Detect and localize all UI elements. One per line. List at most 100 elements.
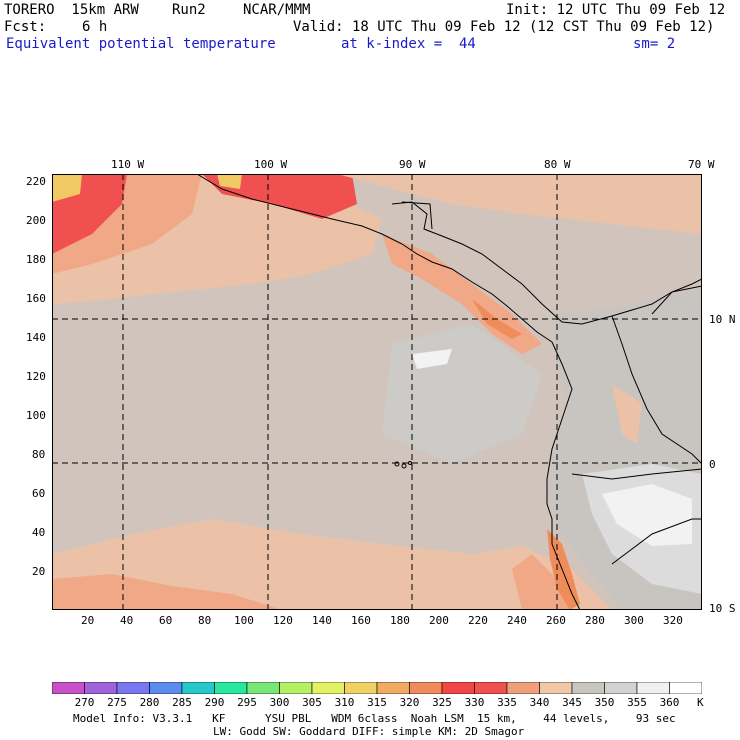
valid-time: Valid: 18 UTC Thu 09 Feb 12 (12 CST Thu … — [293, 19, 715, 35]
coastline-caribbean — [391, 201, 702, 325]
field-peru-coast-strong — [547, 529, 580, 610]
y-tick: 140 — [26, 331, 46, 344]
border-colombia-venezuela — [611, 315, 702, 465]
colorbar-tick-label: 335 — [497, 696, 517, 709]
colorbar-swatch — [441, 682, 475, 694]
colorbar-tick-label: 360 — [659, 696, 680, 709]
model-name: TORERO 15km ARW — [4, 2, 139, 18]
border-peru-brazil — [611, 518, 702, 565]
border-venezuela-north — [651, 278, 702, 315]
colorbar-swatch — [344, 682, 378, 694]
colorbar-tick-label: 305 — [302, 696, 322, 709]
org-label: NCAR/MMM — [243, 2, 311, 18]
field-equatorial-white — [412, 349, 452, 369]
y-tick: 80 — [32, 448, 46, 461]
colorbar-swatch — [84, 682, 118, 694]
lon-label-90w: 90 W — [399, 158, 426, 171]
field-gulf-caribbean — [337, 174, 702, 234]
x-tick: 80 — [198, 614, 212, 627]
field-andes-warm — [612, 384, 642, 444]
galapagos-island — [394, 461, 400, 467]
field-peak-northwest — [52, 174, 82, 202]
border-guatemala — [401, 201, 433, 230]
colorbar-tick-label: 280 — [139, 696, 160, 709]
colorbar-tick-label: 345 — [562, 696, 582, 709]
y-tick: 200 — [26, 214, 46, 227]
x-tick: 220 — [468, 614, 488, 627]
x-tick: 60 — [159, 614, 173, 627]
colorbar-tick-label: 330 — [464, 696, 485, 709]
colorbar-swatch — [669, 682, 702, 694]
level-label: at k-index = 44 — [341, 36, 476, 52]
field-peak-mexico-coast — [217, 174, 242, 189]
colorbar-swatch — [571, 682, 605, 694]
lon-label-80w: 80 W — [544, 158, 571, 171]
colorbar — [52, 682, 702, 694]
field-hot-mexico-coast — [202, 174, 357, 219]
colorbar-tick-label: 355 — [627, 696, 647, 709]
field-amazon-white — [602, 484, 692, 546]
x-tick: 300 — [624, 614, 644, 627]
colorbar-swatch — [311, 682, 345, 694]
x-tick: 320 — [663, 614, 683, 627]
x-tick: 180 — [390, 614, 410, 627]
colorbar-swatch — [214, 682, 248, 694]
x-tick: 200 — [429, 614, 449, 627]
x-tick: 140 — [312, 614, 332, 627]
lon-label-100w: 100 W — [254, 158, 288, 171]
colorbar-tick-label: 315 — [367, 696, 387, 709]
y-tick: 20 — [32, 565, 46, 578]
lat-label-10n: 10 N — [709, 313, 736, 326]
init-time: Init: 12 UTC Thu 09 Feb 12 — [506, 2, 726, 18]
lat-label-10s: 10 S — [709, 602, 736, 615]
colorbar-swatch — [149, 682, 183, 694]
lon-label-70w: 70 W — [688, 158, 715, 171]
y-tick: 180 — [26, 253, 46, 266]
colorbar-tick-label: 340 — [529, 696, 550, 709]
colorbar-swatch — [474, 682, 508, 694]
x-tick: 100 — [234, 614, 254, 627]
run-label: Run2 — [172, 2, 206, 18]
y-tick: 220 — [26, 175, 46, 188]
colorbar-swatch — [116, 682, 150, 694]
colorbar-swatch — [604, 682, 638, 694]
lat-label-0: 0 — [709, 458, 716, 471]
x-tick: 260 — [546, 614, 566, 627]
colorbar-unit: K — [697, 696, 704, 709]
colorbar-swatch — [52, 682, 85, 694]
map-frame — [52, 174, 702, 610]
colorbar-tick-label: 285 — [172, 696, 192, 709]
model-info: Model Info: V3.3.1 KF YSU PBL WDM 6class… — [73, 712, 676, 725]
field-warm-south — [52, 519, 612, 610]
field-name: Equivalent potential temperature — [6, 36, 276, 52]
y-tick: 100 — [26, 409, 46, 422]
colorbar-swatch — [539, 682, 573, 694]
coastline-central-america-pacific — [196, 174, 553, 343]
colorbar-tick-label: 300 — [269, 696, 290, 709]
colorbar-swatch — [409, 682, 443, 694]
galapagos-island — [408, 461, 412, 465]
colorbar-swatch — [506, 682, 540, 694]
y-tick: 160 — [26, 292, 46, 305]
lon-label-110w: 110 W — [111, 158, 145, 171]
colorbar-tick-label: 325 — [432, 696, 452, 709]
coastline-south-america-pacific — [546, 341, 581, 610]
border-ecuador-peru — [571, 468, 702, 480]
y-tick: 40 — [32, 526, 46, 539]
colorbar-swatch — [636, 682, 670, 694]
colorbar-tick-label: 295 — [237, 696, 257, 709]
x-tick: 40 — [120, 614, 134, 627]
field-warmer-south — [52, 574, 282, 610]
colorbar-swatch — [181, 682, 215, 694]
colorbar-tick-label: 310 — [334, 696, 355, 709]
colorbar-tick-label: 350 — [594, 696, 615, 709]
colorbar-swatch — [279, 682, 313, 694]
colorbar-swatch — [376, 682, 410, 694]
x-tick: 20 — [81, 614, 95, 627]
x-tick: 280 — [585, 614, 605, 627]
map-panel — [52, 174, 702, 610]
fcst-value: 6 h — [82, 19, 108, 35]
x-tick: 160 — [351, 614, 371, 627]
colorbar-tick-label: 320 — [399, 696, 420, 709]
physics-info: LW: Godd SW: Goddard DIFF: simple KM: 2D… — [213, 725, 525, 738]
